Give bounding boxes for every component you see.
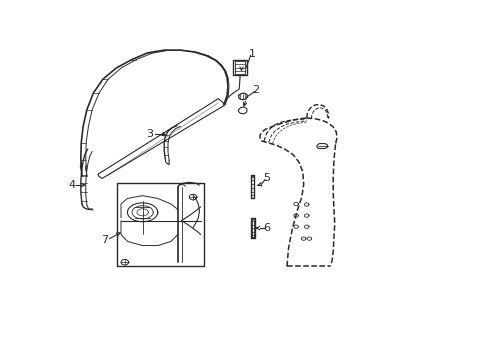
Text: 3: 3 xyxy=(146,129,153,139)
Text: 2: 2 xyxy=(252,85,259,95)
Text: 4: 4 xyxy=(68,180,75,190)
Text: 6: 6 xyxy=(263,223,269,233)
Text: 5: 5 xyxy=(263,174,269,184)
Text: 7: 7 xyxy=(101,235,108,245)
Text: 1: 1 xyxy=(248,49,255,59)
